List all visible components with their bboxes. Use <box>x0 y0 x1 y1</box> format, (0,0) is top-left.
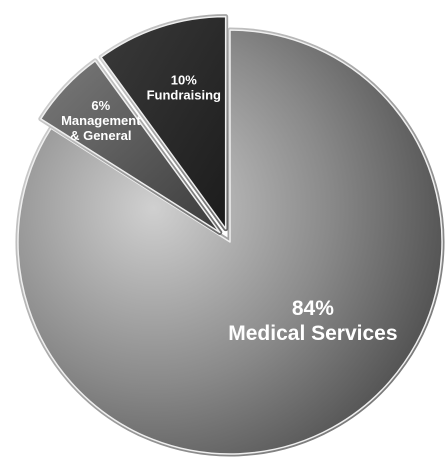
slice-category-label: Fundraising <box>147 88 221 103</box>
slice-label-2: 10% Fundraising <box>147 73 221 103</box>
slice-category-label: Medical Services <box>228 322 397 345</box>
pie-slice-2 <box>100 15 227 230</box>
slice-percent-label: 84% <box>292 297 334 320</box>
labels-layer: 84% Medical Services 6% Management & General… <box>61 73 397 345</box>
slice-percent-label: 10% <box>171 73 197 88</box>
slice-percent-label: 6% <box>91 98 110 113</box>
pie-slice-0 <box>17 29 443 455</box>
slice-label-1: 6% Management & General <box>61 98 141 143</box>
slices-layer <box>15 14 445 457</box>
slice-category-label: & General <box>70 128 131 143</box>
pie-slice-1 <box>40 60 221 234</box>
slice-category-label: Management <box>61 113 141 128</box>
slice-label-0: 84% Medical Services <box>228 297 397 345</box>
